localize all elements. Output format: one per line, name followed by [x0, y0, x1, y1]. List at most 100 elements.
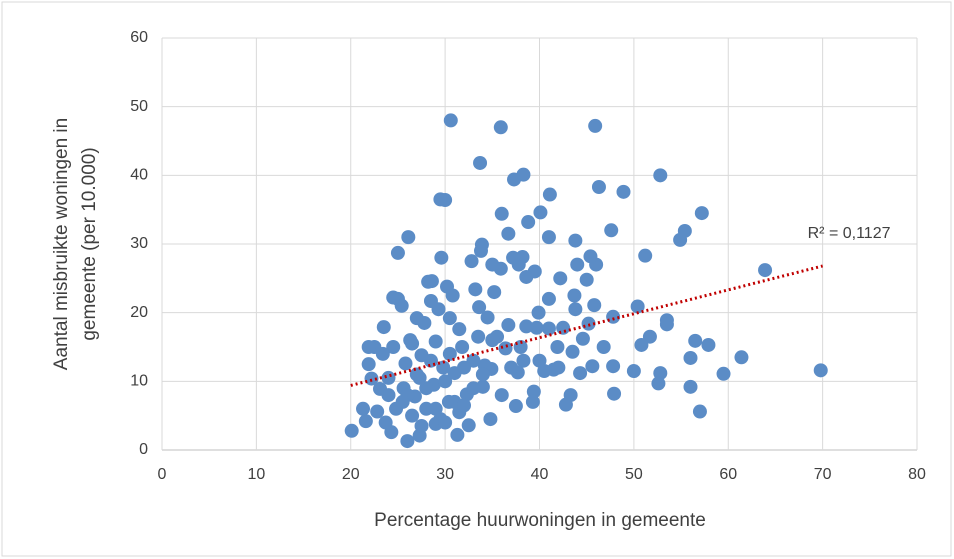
point [501, 226, 516, 241]
point [361, 357, 376, 372]
point [616, 184, 631, 199]
point [526, 384, 541, 399]
point [395, 394, 410, 409]
point [758, 263, 773, 278]
point [532, 353, 547, 368]
point [442, 311, 457, 326]
x-tick-label: 70 [814, 466, 832, 483]
point [507, 172, 522, 187]
point [423, 293, 438, 308]
point [701, 337, 716, 352]
point [381, 370, 396, 385]
point [401, 230, 416, 245]
point [634, 337, 649, 352]
point [480, 310, 495, 325]
point [683, 350, 698, 365]
point [588, 118, 603, 133]
point [673, 232, 688, 247]
trendline [350, 264, 823, 387]
point [493, 120, 508, 135]
point [533, 205, 548, 220]
point [473, 243, 488, 258]
point [358, 414, 373, 429]
point [414, 418, 429, 433]
point [386, 340, 401, 354]
point [606, 359, 621, 374]
point [471, 329, 486, 344]
point [583, 249, 598, 264]
y-axis-title: Aantal misbruikte woningen in [51, 118, 72, 370]
point [541, 321, 556, 336]
point [403, 333, 418, 348]
point [553, 271, 568, 286]
point [475, 367, 490, 382]
point [494, 388, 509, 403]
point [591, 180, 606, 195]
y-tick-label: 30 [130, 235, 148, 252]
point [630, 299, 645, 314]
point [568, 233, 583, 248]
point [390, 245, 405, 260]
x-tick-label: 50 [625, 466, 643, 483]
point [438, 415, 453, 430]
point [587, 298, 602, 313]
point [508, 399, 523, 414]
point [579, 272, 594, 287]
point [516, 353, 531, 368]
point [485, 257, 500, 272]
point [428, 334, 443, 349]
point [716, 366, 731, 381]
point [688, 333, 703, 348]
point [419, 381, 434, 396]
point [568, 302, 583, 317]
point [473, 155, 488, 170]
point [455, 340, 470, 354]
y-tick-label: 60 [130, 29, 148, 46]
point [364, 371, 379, 386]
point [683, 379, 698, 394]
point [519, 269, 534, 284]
point [438, 374, 453, 389]
point [442, 346, 457, 361]
point [521, 215, 536, 230]
y-axis-title: gemeente (per 10.000) [79, 147, 100, 340]
y-tick-label: 40 [130, 167, 148, 184]
point [575, 331, 590, 346]
x-tick-label: 40 [531, 466, 549, 483]
point [604, 223, 619, 238]
point [607, 386, 622, 401]
point [356, 401, 371, 416]
point [531, 305, 546, 320]
point [504, 360, 519, 375]
point [556, 320, 571, 335]
point [638, 248, 653, 263]
point [405, 408, 420, 423]
point [525, 394, 540, 409]
point [466, 381, 481, 396]
point [596, 340, 611, 354]
point [452, 322, 467, 337]
point [423, 353, 438, 368]
point [433, 192, 448, 207]
point [472, 300, 487, 315]
point [813, 363, 828, 378]
point [551, 360, 566, 375]
point [409, 311, 424, 326]
point [541, 291, 556, 306]
x-tick-label: 20 [342, 466, 360, 483]
x-axis-title: Percentage huurwoningen in gemeente [374, 510, 706, 531]
annotation: R² = 0,1127 [808, 225, 891, 242]
point [370, 404, 385, 419]
point [344, 423, 359, 438]
point [443, 113, 458, 128]
point [461, 418, 476, 433]
x-tick-label: 80 [908, 466, 926, 483]
point [434, 250, 449, 265]
point [565, 344, 580, 359]
point [485, 333, 500, 348]
point [585, 359, 600, 374]
point [386, 290, 401, 305]
point [440, 279, 455, 294]
